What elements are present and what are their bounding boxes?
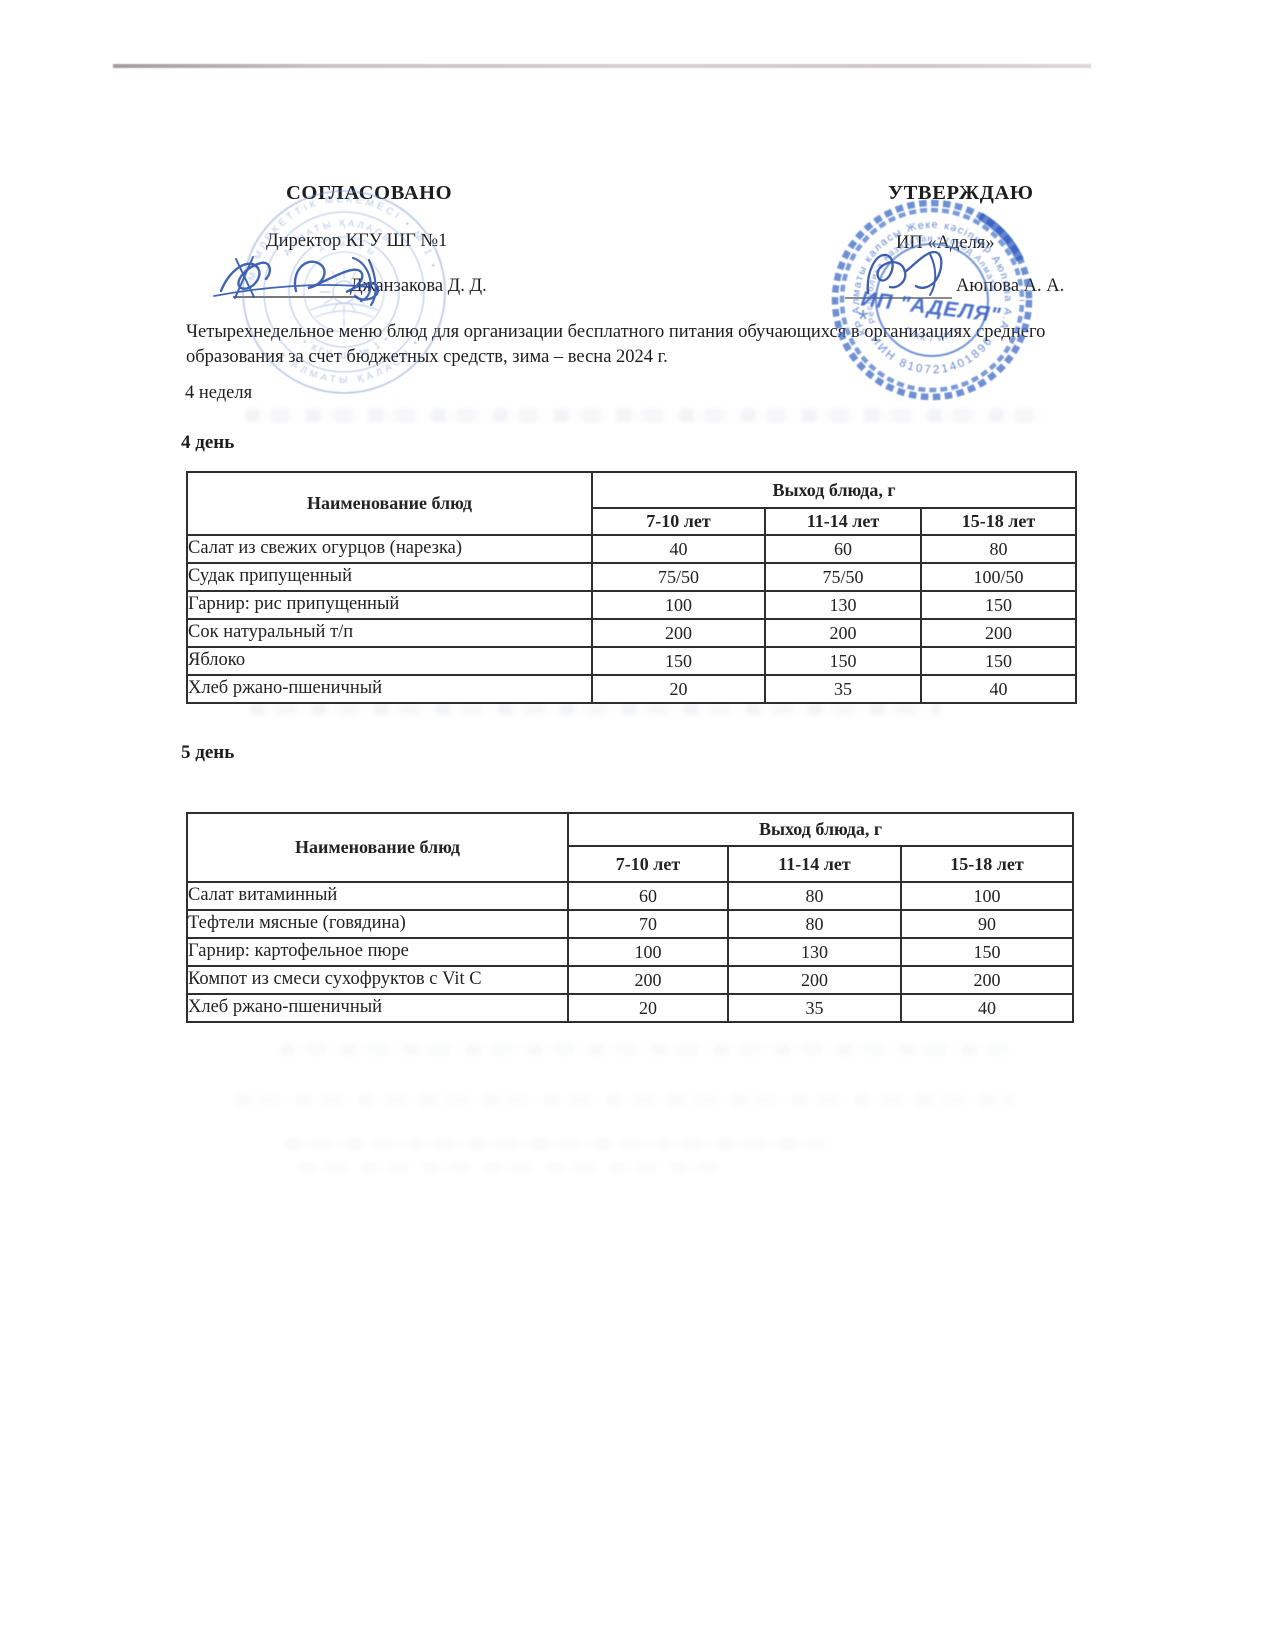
col-header-output-group: Выход блюда, г (566, 812, 1075, 847)
menu-table-day-4: Наименование блюд Выход блюда, г 7-10 ле… (186, 471, 1078, 704)
table-row: Салат из свежих огурцов (нарезка) 40 60 … (186, 534, 1078, 564)
day-label-5: 5 день (181, 742, 235, 763)
col-header-age-2: 11-14 лет (764, 507, 922, 536)
portion-value: 90 (899, 909, 1075, 939)
portion-value: 150 (919, 590, 1078, 620)
approver-role-right: ИП «Аделя» (896, 233, 995, 253)
col-header-age-3: 15-18 лет (919, 507, 1078, 536)
intro-line-1: Четырехнедельное меню блюд для организац… (186, 322, 1046, 342)
approver-name-left: Джанзакова Д. Д. (350, 276, 487, 296)
portion-value: 80 (727, 881, 902, 911)
dish-name: Судак припущенный (186, 562, 593, 592)
col-header-age-3: 15-18 лет (899, 845, 1075, 883)
portion-value: 200 (727, 965, 902, 995)
portion-value: 150 (899, 937, 1075, 967)
dish-name: Сок натуральный т/п (186, 618, 593, 648)
portion-value: 80 (727, 909, 902, 939)
scan-page-edge (113, 64, 1091, 68)
col-header-age-2: 11-14 лет (727, 845, 902, 883)
portion-value: 130 (764, 590, 922, 620)
dish-name: Гарнир: рис припущенный (186, 590, 593, 620)
approver-name-right: Аюпова А. А. (956, 276, 1065, 296)
portion-value: 40 (919, 674, 1078, 704)
handwritten-signature-right (866, 250, 943, 296)
approver-role-left: Директор КГУ ШГ №1 (266, 231, 448, 251)
week-label: 4 неделя (185, 383, 253, 403)
portion-value: 100/50 (919, 562, 1078, 592)
bleed-through-artifact (285, 1138, 825, 1150)
portion-value: 75/50 (591, 562, 766, 592)
table-row: Сок натуральный т/п 200 200 200 (186, 618, 1078, 648)
portion-value: 20 (591, 674, 766, 704)
col-header-age-1: 7-10 лет (567, 845, 729, 883)
portion-value: 35 (727, 993, 902, 1023)
portion-value: 200 (899, 965, 1075, 995)
portion-value: 200 (919, 618, 1078, 648)
table-row: Хлеб ржано-пшеничный 20 35 40 (186, 674, 1078, 704)
portion-value: 70 (567, 909, 729, 939)
col-header-output-group: Выход блюда, г (590, 471, 1078, 509)
table-row: Тефтели мясные (говядина) 70 80 90 (186, 909, 1075, 939)
dish-name: Тефтели мясные (говядина) (186, 909, 569, 939)
portion-value: 35 (764, 674, 922, 704)
portion-value: 20 (567, 993, 729, 1023)
bleed-through-artifact (235, 1094, 1015, 1106)
portion-value: 200 (764, 618, 922, 648)
col-header-age-1: 7-10 лет (591, 507, 766, 536)
table-row: Судак припущенный 75/50 75/50 100/50 (186, 562, 1078, 592)
portion-value: 200 (567, 965, 729, 995)
approval-status-left: СОГЛАСОВАНО (286, 182, 453, 204)
dish-name: Салат из свежих огурцов (нарезка) (186, 534, 593, 564)
intro-line-2: образования за счет бюджетных средств, з… (186, 347, 668, 367)
portion-value: 80 (919, 534, 1078, 564)
portion-value: 75/50 (764, 562, 922, 592)
intro-paragraph: Четырехнедельное меню блюд для организац… (186, 320, 1086, 370)
approval-status-right: УТВЕРЖДАЮ (888, 182, 1034, 204)
portion-value: 40 (591, 534, 766, 564)
portion-value: 100 (567, 937, 729, 967)
portion-value: 40 (899, 993, 1075, 1023)
bleed-through-artifact (250, 703, 940, 715)
col-header-dish-name: Наименование блюд (186, 471, 593, 536)
dish-name: Яблоко (186, 646, 593, 676)
table-row: Яблоко 150 150 150 (186, 646, 1078, 676)
portion-value: 200 (591, 618, 766, 648)
portion-value: 100 (591, 590, 766, 620)
dish-name: Хлеб ржано-пшеничный (186, 993, 569, 1023)
col-header-dish-name: Наименование блюд (186, 812, 569, 883)
bleed-through-artifact (280, 1044, 1010, 1056)
portion-value: 100 (899, 881, 1075, 911)
portion-value: 60 (567, 881, 729, 911)
day-label-4: 4 день (181, 432, 235, 453)
menu-table-day-5: Наименование блюд Выход блюда, г 7-10 ле… (186, 812, 1075, 1023)
table-row: Гарнир: картофельное пюре 100 130 150 (186, 937, 1075, 967)
portion-value: 60 (764, 534, 922, 564)
portion-value: 150 (764, 646, 922, 676)
portion-value: 150 (591, 646, 766, 676)
bleed-through-artifact (245, 409, 1045, 422)
table-row: Хлеб ржано-пшеничный 20 35 40 (186, 993, 1075, 1023)
table-row: Гарнир: рис припущенный 100 130 150 (186, 590, 1078, 620)
table-row: Салат витаминный 60 80 100 (186, 881, 1075, 911)
dish-name: Салат витаминный (186, 881, 569, 911)
dish-name: Гарнир: картофельное пюре (186, 937, 569, 967)
portion-value: 150 (919, 646, 1078, 676)
bleed-through-artifact (300, 1161, 730, 1173)
dish-name: Компот из смеси сухофруктов с Vit C (186, 965, 569, 995)
table-row: Компот из смеси сухофруктов с Vit C 200 … (186, 965, 1075, 995)
portion-value: 130 (727, 937, 902, 967)
dish-name: Хлеб ржано-пшеничный (186, 674, 593, 704)
